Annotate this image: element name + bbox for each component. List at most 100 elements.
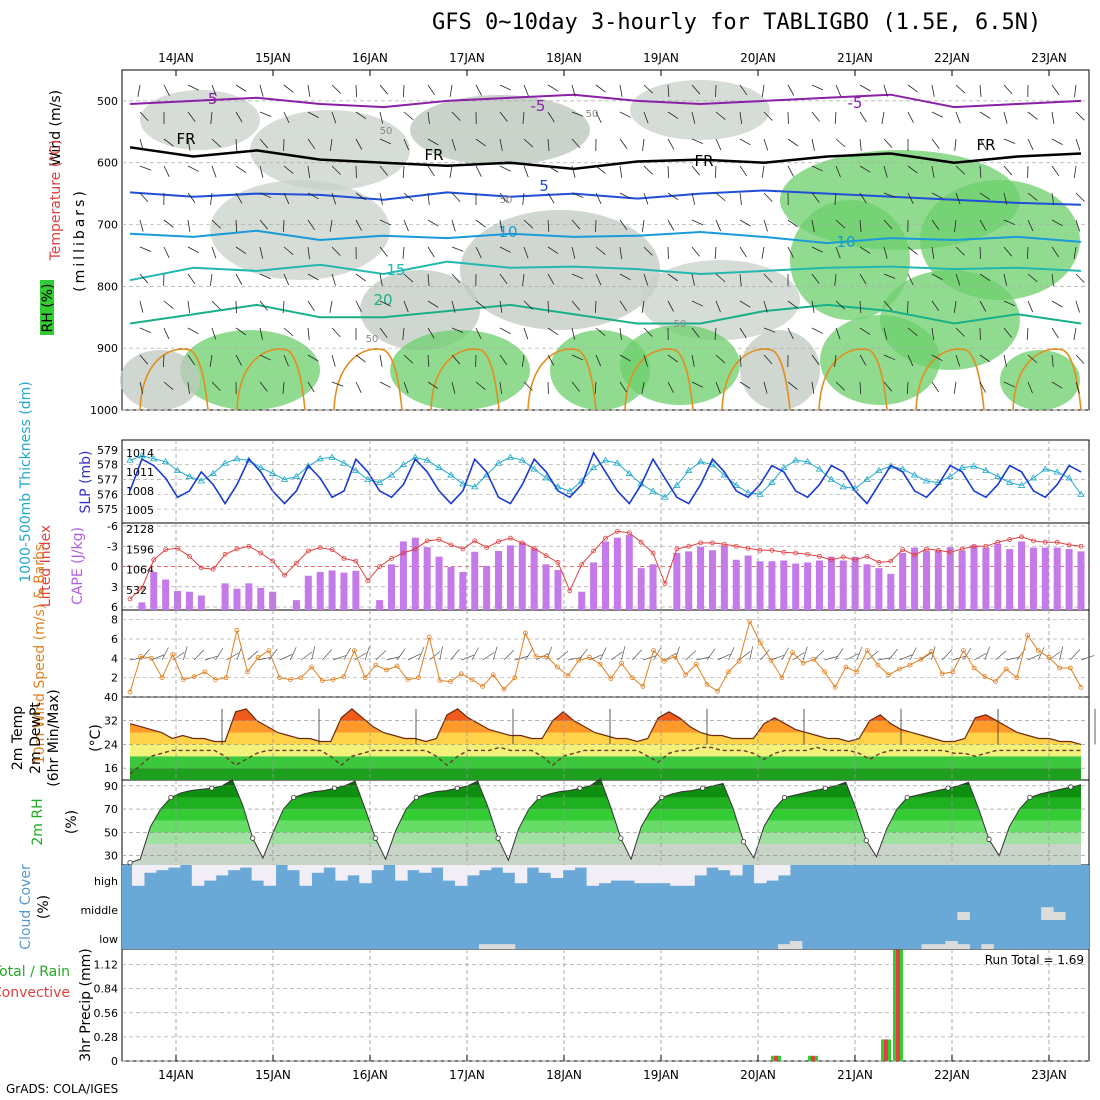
thickness-tick-label: 576 <box>97 488 118 501</box>
cloud-tick-label: low <box>99 933 118 946</box>
wind-speed-point <box>1025 632 1030 638</box>
surface-wind-barb <box>834 648 844 661</box>
wind-barb <box>1051 246 1060 258</box>
wind-barb <box>811 273 820 284</box>
cape-label: CAPE (J/kg) <box>70 527 86 605</box>
wind-barb <box>619 273 631 281</box>
wind-speed-point <box>982 674 988 680</box>
li-point <box>626 530 632 536</box>
thickness-point <box>518 456 526 463</box>
cape-bar <box>697 546 705 610</box>
cape-tick-label: 1064 <box>126 564 154 577</box>
cape-bar <box>399 541 407 610</box>
cape-bar <box>340 572 348 610</box>
contour-label: 20 <box>373 291 392 309</box>
thickness-point <box>387 471 396 478</box>
thickness-point <box>233 455 241 462</box>
wind-barb <box>1073 165 1077 178</box>
middle-cloud-cell <box>1041 907 1054 920</box>
date-label-top: 23JAN <box>1031 51 1067 65</box>
wind-barb <box>1003 273 1008 286</box>
rh-point <box>1027 794 1033 801</box>
cape-bar <box>625 535 633 610</box>
li-point <box>1007 537 1013 542</box>
wind-barb <box>642 138 645 151</box>
convective-label: Convective <box>0 985 70 1001</box>
wind-speed-point <box>854 669 860 675</box>
wind-barb <box>881 111 885 124</box>
wind-speed-point <box>864 648 870 653</box>
cape-bar <box>471 551 479 610</box>
wind-barb <box>643 273 649 286</box>
wind-speed-point <box>576 657 582 663</box>
wind-barb <box>427 246 435 258</box>
li-point <box>579 562 585 567</box>
rh-tick-label: 90 <box>104 780 118 793</box>
thickness-point <box>827 475 836 482</box>
wind-speed-point <box>1014 675 1020 681</box>
wind-barb <box>403 354 414 364</box>
li-point <box>1054 539 1060 545</box>
wind-speed-point <box>266 648 272 653</box>
li-point <box>341 556 347 561</box>
wind-barb <box>811 84 824 91</box>
li-point <box>305 548 311 554</box>
wind-barb <box>667 111 679 119</box>
date-label-top: 17JAN <box>449 51 485 65</box>
wind-barb <box>641 300 645 313</box>
li-line <box>129 530 1082 600</box>
li-point <box>436 537 442 542</box>
wind-speed-point <box>448 679 453 684</box>
wind-barb <box>571 300 581 311</box>
wind-barb <box>667 84 670 97</box>
rh-shading <box>390 330 530 410</box>
wind-barb <box>329 138 333 151</box>
wind-barb <box>1003 165 1013 176</box>
wind-barb <box>547 246 559 254</box>
cape-tick-label: 2128 <box>126 523 154 536</box>
li-point <box>924 546 929 552</box>
wind-barb <box>715 219 722 232</box>
li-point <box>698 540 703 546</box>
wind-barb <box>499 165 511 172</box>
wind-barb <box>954 138 957 151</box>
thickness-point <box>780 463 788 471</box>
wind-barb <box>571 111 584 117</box>
wind-barb <box>139 381 144 394</box>
wind-barb <box>499 354 508 366</box>
wind-barb <box>547 354 555 366</box>
surface-wind-barb <box>792 652 805 661</box>
cape-bar <box>756 561 764 610</box>
high-cloud-cell <box>550 865 564 878</box>
contour-label: FR <box>694 152 713 170</box>
wind-barb <box>811 138 815 151</box>
cape-bar <box>744 555 752 610</box>
wind-barb <box>739 84 748 96</box>
wind-barb <box>329 300 333 313</box>
li-point <box>650 550 656 556</box>
wind-barb <box>499 111 508 122</box>
wind-speed-point <box>373 662 379 668</box>
high-cloud-cell <box>670 865 683 886</box>
wind-barb <box>139 165 152 171</box>
surface-isotherm <box>721 348 791 411</box>
cape-bar <box>1065 549 1073 610</box>
precip-convective-bar <box>774 1055 778 1061</box>
date-label-top: 18JAN <box>546 51 582 65</box>
surface-wind-barb <box>802 646 808 661</box>
cape-bar <box>922 550 930 610</box>
wind-speed-point <box>640 683 646 689</box>
wind-barb <box>1003 192 1008 205</box>
surface-wind-barb <box>289 647 297 661</box>
li-point <box>187 553 192 559</box>
wind-barb <box>811 300 815 313</box>
surface-wind-barb <box>375 650 387 661</box>
wind-barb <box>1075 273 1085 283</box>
wind-barb <box>499 327 511 334</box>
wind-barb <box>667 192 679 201</box>
li-point <box>258 550 264 556</box>
rh-shading <box>790 200 910 320</box>
precip-tick-label: 1.12 <box>94 959 119 972</box>
wind-barb <box>787 138 799 147</box>
thickness-point <box>910 471 919 478</box>
